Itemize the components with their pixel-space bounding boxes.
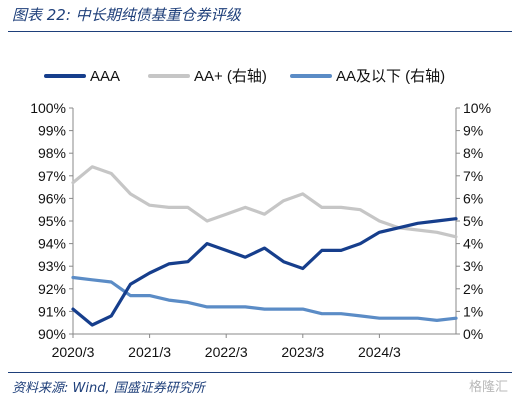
- right-tick-label: 7%: [463, 168, 483, 184]
- right-tick-label: 6%: [463, 190, 483, 206]
- series-aaa-line: [71, 217, 458, 327]
- left-tick-label: 96%: [38, 190, 66, 206]
- x-tick-label: 2021/3: [128, 344, 171, 360]
- x-tick-label: 2022/3: [205, 344, 248, 360]
- left-tick-label: 91%: [38, 303, 66, 319]
- right-tick-label: 5%: [463, 213, 483, 229]
- x-tick-label: 2023/3: [281, 344, 324, 360]
- left-tick-label: 90%: [38, 326, 66, 342]
- left-tick-label: 99%: [38, 123, 66, 139]
- left-tick-label: 93%: [38, 258, 66, 274]
- right-tick-label: 1%: [463, 303, 483, 319]
- series-aa-below-line: [71, 275, 458, 322]
- source-note: 资料来源: Wind, 国盛证券研究所: [12, 381, 205, 396]
- x-tick-label: 2020/3: [52, 344, 95, 360]
- watermark-logo: 格隆汇: [468, 380, 508, 395]
- right-tick-label: 4%: [463, 236, 483, 252]
- right-tick-label: 3%: [463, 258, 483, 274]
- left-tick-label: 94%: [38, 236, 66, 252]
- right-tick-label: 0%: [463, 326, 483, 342]
- left-tick-label: 97%: [38, 168, 66, 184]
- legend-aa-plus-label: AA+ (右轴): [194, 68, 267, 85]
- line-chart: 90% 91% 92% 93% 94% 95% 96% 97% 98% 99% 100% 0% 1% 2%…: [30, 68, 491, 360]
- x-tick-label: 2024/3: [358, 344, 401, 360]
- figure-title: 图表 22: 中长期纯债基重仓券评级: [12, 6, 241, 24]
- right-tick-label: 2%: [463, 281, 483, 297]
- right-tick-label: 8%: [463, 145, 483, 161]
- left-tick-label: 92%: [38, 281, 66, 297]
- title-divider: [8, 31, 512, 32]
- series-aa-plus-line: [71, 165, 458, 239]
- legend-aaa-label: AAA: [90, 68, 120, 85]
- left-tick-label: 95%: [38, 213, 66, 229]
- source-divider: [8, 372, 512, 373]
- right-tick-label: 10%: [463, 100, 491, 116]
- right-tick-label: 9%: [463, 123, 483, 139]
- left-tick-label: 98%: [38, 145, 66, 161]
- left-tick-label: 100%: [30, 100, 66, 116]
- legend-aa-below-label: AA及以下 (右轴): [336, 68, 445, 85]
